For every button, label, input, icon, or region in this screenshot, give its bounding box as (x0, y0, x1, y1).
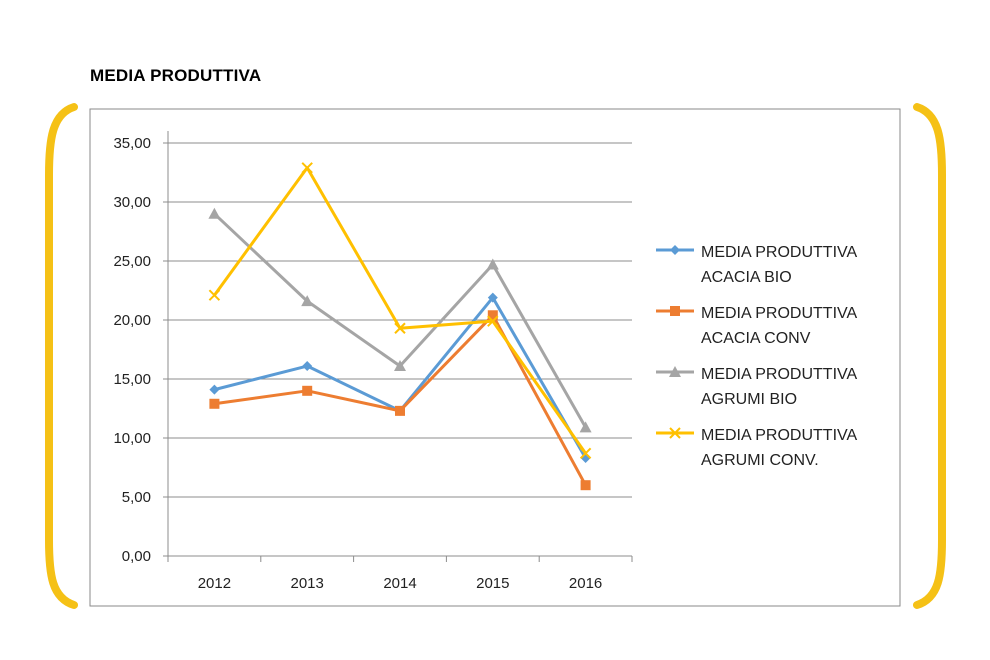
legend-label: MEDIA PRODUTTIVA (701, 305, 857, 322)
x-tick-label: 2014 (383, 575, 416, 592)
y-tick-label: 20,00 (113, 312, 151, 329)
data-point (579, 421, 592, 433)
legend-marker (670, 245, 680, 255)
data-point (209, 384, 220, 395)
data-point (579, 447, 592, 460)
data-point (394, 322, 406, 334)
y-tick-label: 0,00 (122, 548, 151, 565)
data-point (395, 405, 405, 416)
x-tick-label: 2015 (476, 575, 509, 592)
data-point (302, 361, 313, 372)
grid-lines (168, 142, 632, 498)
legend-label: ACACIA BIO (701, 269, 792, 286)
chart-title: MEDIA PRODUTTIVA (90, 66, 262, 85)
chart-frame (89, 108, 901, 607)
legend-marker (669, 366, 681, 377)
x-tick-label: 2013 (291, 575, 324, 592)
data-point (209, 398, 220, 409)
left-bracket (45, 103, 78, 609)
data-point (487, 310, 498, 321)
y-tick-label: 30,00 (113, 194, 151, 211)
legend-item-3: MEDIA PRODUTTIVA AGRUMI BIO (656, 366, 857, 408)
legend-label: AGRUMI CONV. (701, 452, 819, 469)
series-line (214, 313, 587, 486)
legend-item-1: MEDIA PRODUTTIVA ACACIA BIO (656, 244, 857, 286)
data-point (486, 258, 499, 270)
series-line (214, 296, 587, 459)
legend-label: MEDIA PRODUTTIVA (701, 366, 857, 383)
data-point (394, 360, 406, 372)
legend-label: AGRUMI BIO (701, 391, 797, 408)
right-bracket (913, 103, 946, 609)
legend-label: MEDIA PRODUTTIVA (701, 244, 857, 261)
data-point (487, 315, 499, 327)
series-3 (208, 207, 592, 433)
x-tick-label: 2012 (198, 575, 231, 592)
y-tick-label: 5,00 (122, 489, 151, 506)
legend-marker (670, 306, 680, 316)
data-point (301, 295, 314, 307)
legend-item-4: MEDIA PRODUTTIVA AGRUMI CONV. (656, 427, 857, 469)
data-point (487, 292, 498, 303)
data-point (208, 207, 221, 219)
axes: 0,00 5,00 10,00 15,00 20,00 25,00 30,00 35,00 20… (113, 131, 633, 592)
y-tick-label: 15,00 (113, 371, 151, 388)
y-tick-label: 35,00 (113, 135, 151, 152)
y-tick-label: 25,00 (113, 253, 151, 270)
x-tick-label: 2016 (569, 575, 602, 592)
legend-label: ACACIA CONV (701, 330, 811, 347)
series-2 (209, 310, 591, 491)
legend-item-2: MEDIA PRODUTTIVA ACACIA CONV (656, 305, 857, 347)
data-point (208, 289, 221, 301)
decorative-brackets (45, 103, 946, 609)
legend-marker (669, 427, 681, 439)
y-tick-label: 10,00 (113, 430, 151, 447)
series-4 (208, 162, 592, 460)
data-point (302, 385, 313, 396)
series-layer (208, 162, 592, 491)
data-point (301, 162, 313, 174)
legend-label: MEDIA PRODUTTIVA (701, 427, 857, 444)
data-point (580, 480, 591, 491)
